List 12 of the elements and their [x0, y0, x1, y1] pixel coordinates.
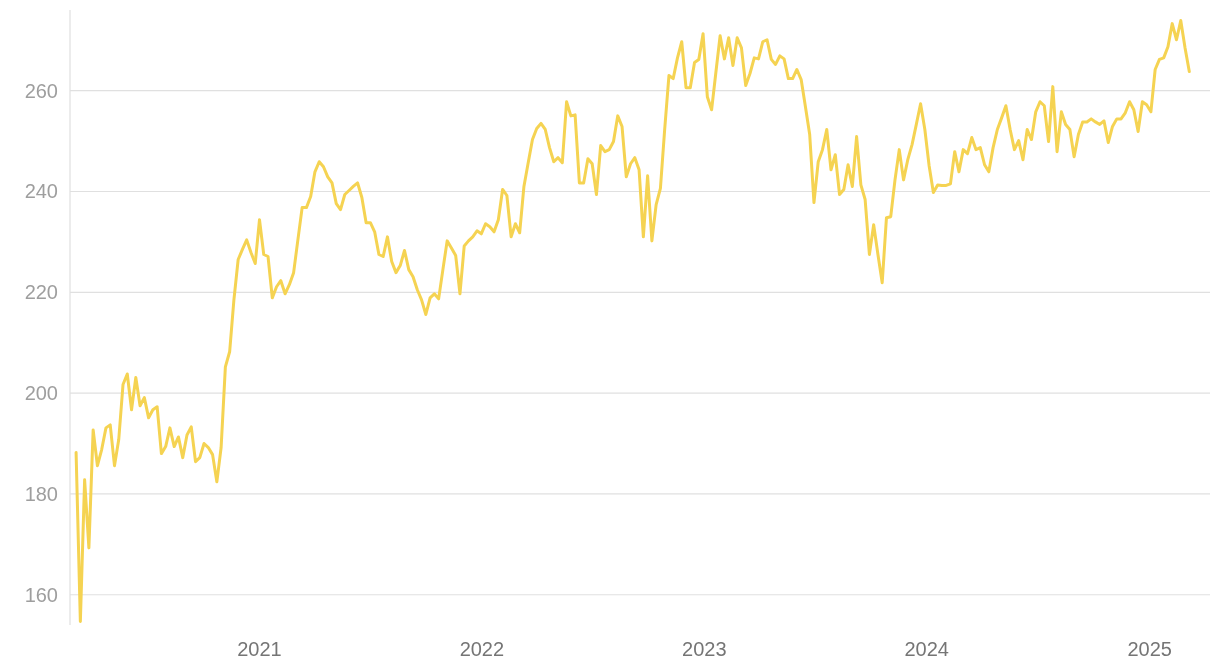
y-tick-label: 180	[24, 482, 58, 505]
y-tick-label: 220	[24, 281, 58, 304]
y-tick-label: 160	[24, 583, 58, 606]
y-tick-label: 260	[24, 79, 58, 102]
line-series	[74, 19, 1191, 623]
x-tick-label: 2023	[682, 638, 727, 660]
y-tick-label: 200	[24, 382, 58, 405]
x-tick-label: 2021	[237, 638, 282, 660]
x-tick-label: 2022	[459, 638, 505, 660]
y-tick-label: 240	[24, 180, 58, 203]
x-tick-label: 2025	[1127, 638, 1172, 660]
x-tick-label: 2024	[904, 638, 949, 660]
